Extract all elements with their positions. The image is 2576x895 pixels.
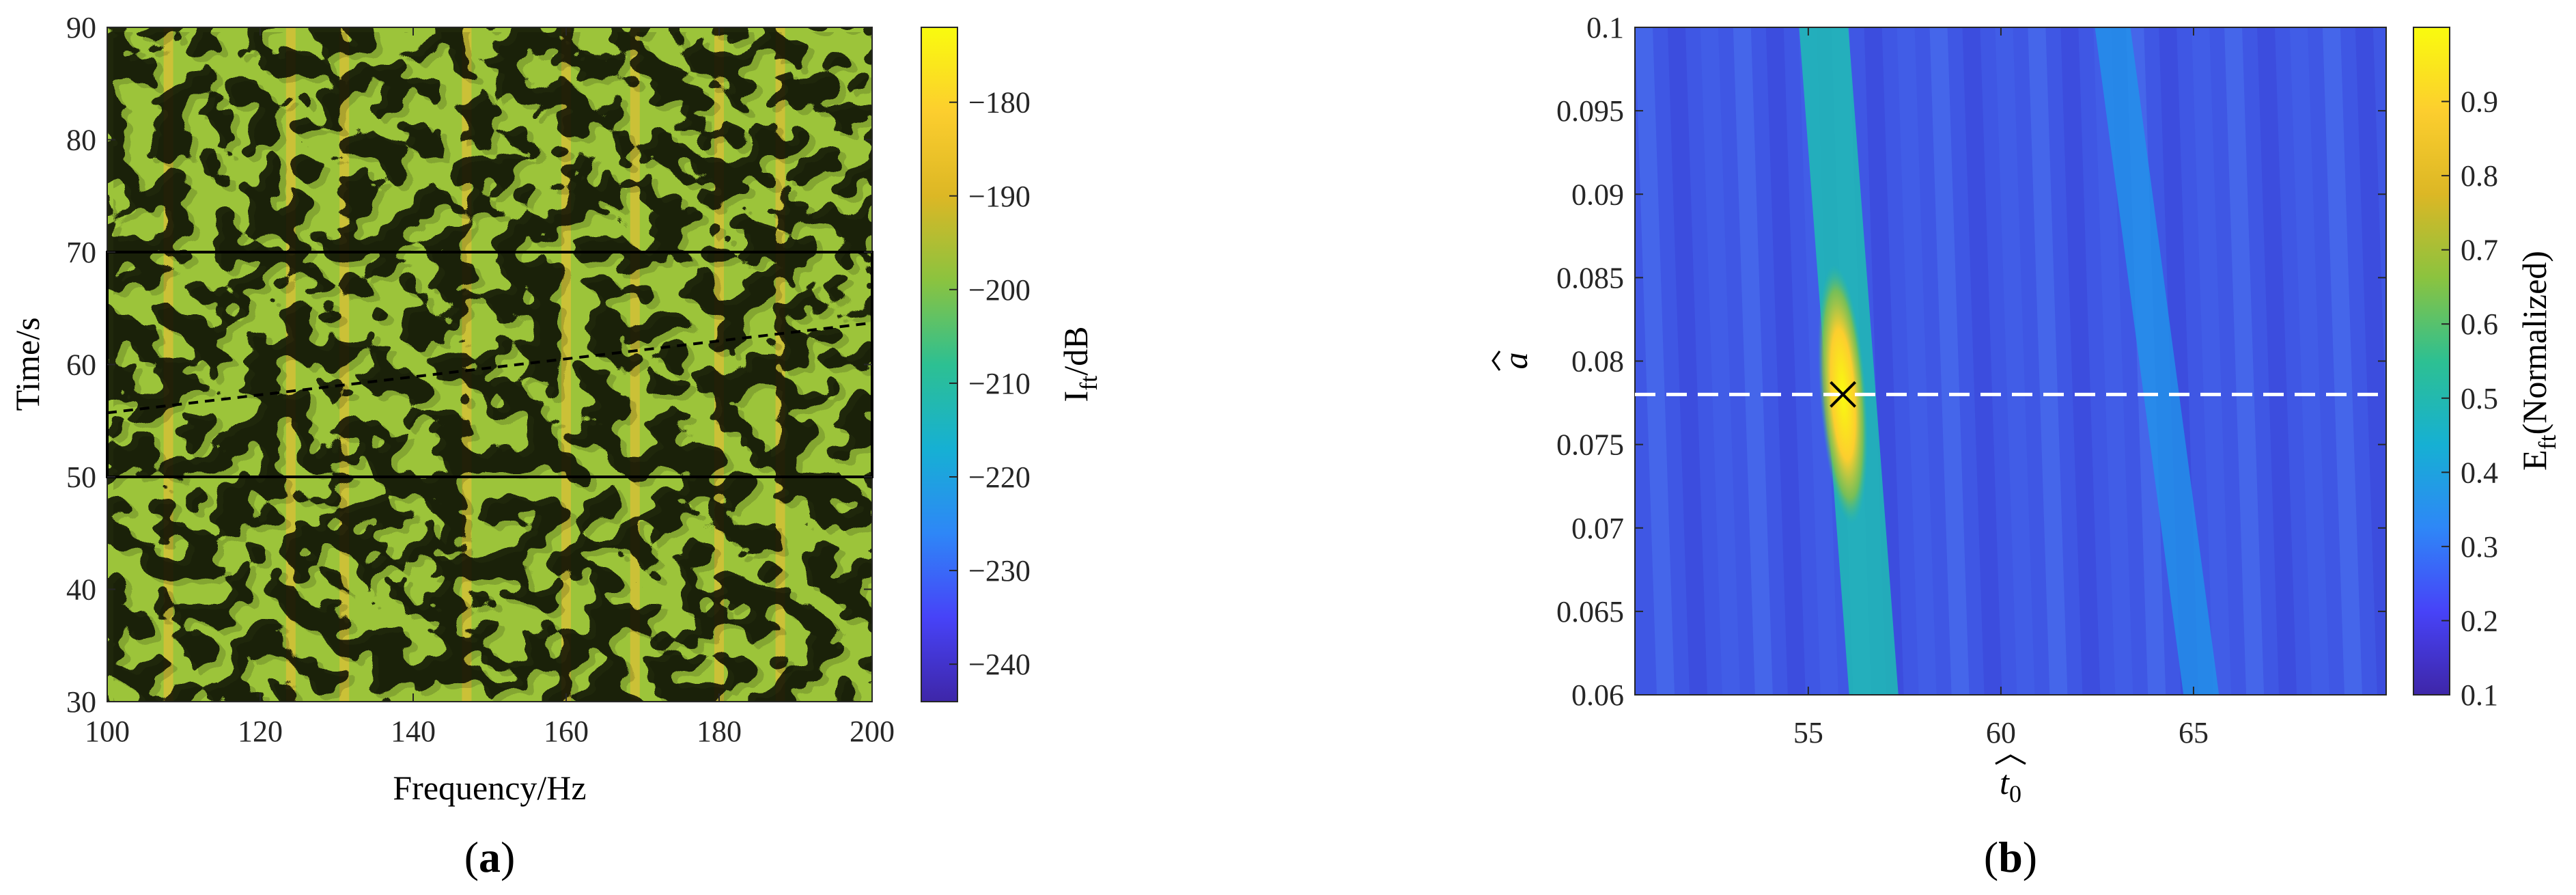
panel-b-ridge	[2095, 27, 2220, 695]
svg-text:t0: t0	[2000, 763, 2021, 808]
panel-b-colorbar-tick-label: 0.3	[2461, 530, 2498, 564]
panel-a-colorbar-ticks: −180 −190 −200 −210 −220 −230 −240	[949, 86, 1031, 681]
panel-a-x-tick-label: 100	[85, 715, 130, 748]
panel-b-colorbar-tick-label: 0.2	[2461, 604, 2498, 637]
svg-text:a: a	[1496, 353, 1535, 370]
panel-a-y-tick-label: 80	[66, 124, 96, 157]
panel-a-colorbar	[921, 27, 958, 702]
panel-b-y-ticks: 0.06 0.065 0.07 0.075 0.08 0.085 0.09 0.095 0.1	[1556, 11, 2386, 712]
panel-a-y-tick-label: 50	[66, 460, 96, 494]
panel-b-colorbar-tick-label: 0.6	[2461, 307, 2498, 341]
panel-a-y-tick-label: 40	[66, 573, 96, 607]
panel-a-colorbar-label-sub: ft	[1075, 376, 1102, 391]
panel-a-y-ticks: 30 40 50 60 70 80 90	[66, 11, 872, 719]
panel-b-xlabel-main: t	[2000, 763, 2010, 801]
panel-a-y-tick-label: 90	[66, 11, 96, 44]
panel-b-stripe	[1700, 27, 1740, 695]
panel-a-label: (a)	[464, 833, 516, 881]
panel-b-colorbar-tick-label: 0.1	[2461, 678, 2498, 712]
panel-b-stripe	[2192, 27, 2232, 695]
panel-b-colorbar-label: Eft(Normalized)	[2515, 251, 2561, 471]
panel-b-stripe	[2060, 27, 2101, 695]
panel-b-stripe	[1864, 27, 1904, 695]
panel-a: 100 120 140 160 180 200 30 40 50 60 70 80 90 Freque…	[8, 11, 1102, 881]
panel-b-stripe	[1667, 27, 1707, 695]
panel-b-colorbar-tick-label: 0.7	[2461, 234, 2498, 267]
panel-b-y-tick-label: 0.075	[1556, 428, 1624, 462]
panel-b-y-tick-label: 0.1	[1586, 11, 1624, 44]
panel-b-peak-marker	[1830, 381, 1857, 408]
panel-b-colorbar-tick-label: 0.9	[2461, 85, 2498, 119]
panel-b-colorbar-tick-label: 0.8	[2461, 159, 2498, 193]
panel-b-stripe	[1733, 27, 1773, 695]
panel-b-stripe	[1962, 27, 2002, 695]
panel-b-stripe	[1635, 27, 1675, 695]
panel-a-dashed-line	[107, 321, 873, 415]
panel-b-colorbar-label-sub: ft	[2534, 435, 2561, 450]
panel-b-stripe	[2322, 27, 2362, 695]
panel-a-colorbar-tick-label: −180	[968, 86, 1031, 120]
panel-b-colorbar-tick-label: 0.5	[2461, 382, 2498, 415]
panel-b-ylabel: a	[1492, 350, 1535, 371]
panel-b-stripe	[2093, 27, 2133, 695]
panel-a-y-tick-label: 30	[66, 685, 96, 719]
panel-b-colorbar-label-main: E	[2515, 450, 2553, 471]
panel-a-colorbar-label: Ift/dB	[1056, 327, 1102, 402]
panel-b-stripe	[2224, 27, 2265, 695]
panel-a-colorbar-label-suffix: /dB	[1056, 327, 1095, 376]
panel-a-colorbar-label-main: I	[1056, 391, 1095, 402]
panel-a-x-tick-label: 160	[544, 715, 589, 748]
panel-b-label: (b)	[1984, 833, 2037, 881]
panel-b-colorbar-label-suffix: (Normalized)	[2515, 251, 2553, 435]
panel-b-colorbar-tick-label: 0.4	[2461, 456, 2498, 489]
panel-a-colorbar-tick-label: −220	[968, 460, 1031, 494]
panel-b-y-tick-label: 0.07	[1571, 512, 1624, 545]
panel-a-ylabel: Time/s	[8, 317, 46, 411]
panel-a-colorbar-tick-label: −240	[968, 648, 1031, 681]
panel-b-marker-stroke	[1830, 381, 1857, 408]
panel-a-xlabel: Frequency/Hz	[393, 769, 586, 807]
panel-b-stripe	[2289, 27, 2329, 695]
panel-a-colorbar-tick-label: −190	[968, 180, 1031, 213]
panel-a-y-tick-label: 60	[66, 348, 96, 382]
panel-b-y-tick-label: 0.095	[1556, 94, 1624, 128]
panel-b-stripe	[2257, 27, 2297, 695]
panel-b-stripe	[1765, 27, 1806, 695]
panel-b-y-tick-label: 0.06	[1571, 678, 1624, 712]
panel-a-colorbar-tick-label: −210	[968, 367, 1031, 400]
panel-b-xlabel-sub: 0	[2009, 780, 2021, 808]
panel-a-x-ticks: 100 120 140 160 180 200	[85, 27, 895, 748]
panel-a-x-tick-label: 120	[238, 715, 283, 748]
panel-b-label-letter: b	[1998, 833, 2023, 881]
panel-a-x-tick-label: 180	[697, 715, 742, 748]
panel-b-colorbar-ticks: 0.1 0.2 0.3 0.4 0.5 0.6 0.7 0.8 0.9	[2441, 85, 2498, 712]
panel-b-xlabel: t0	[1995, 754, 2026, 808]
panel-b-y-tick-label: 0.09	[1571, 178, 1624, 211]
panel-b-y-tick-label: 0.065	[1556, 595, 1624, 629]
panel-b-x-tick-label: 55	[1793, 716, 1823, 749]
panel-b-x-ticks: 55 60 65	[1793, 27, 2209, 749]
panel-b-colorbar	[2413, 27, 2450, 696]
panel-b-stripe	[1929, 27, 1970, 695]
panel-a-colorbar-tick-label: −200	[968, 273, 1031, 307]
panel-b-stripe	[1995, 27, 2035, 695]
panel-b: 55 60 65 0.060.0650.070.0750.080.0850.090.…	[1492, 11, 2561, 881]
panel-a-y-tick-label: 70	[66, 236, 96, 269]
panel-b-stripe	[1896, 27, 1937, 695]
panel-b-x-tick-label: 65	[2179, 716, 2209, 749]
panel-b-x-tick-label: 60	[1986, 716, 2016, 749]
panel-b-y-tick-label: 0.085	[1556, 261, 1624, 294]
panel-b-stripe	[2028, 27, 2068, 695]
panel-b-y-tick-label: 0.08	[1571, 345, 1624, 378]
panel-a-label-letter: a	[479, 833, 501, 881]
panel-b-heatmap	[1635, 27, 2386, 695]
panel-a-colorbar-tick-label: −230	[968, 554, 1031, 588]
panel-a-x-tick-label: 200	[850, 715, 895, 748]
panel-a-heatmap	[107, 27, 872, 702]
panel-a-x-tick-label: 140	[391, 715, 436, 748]
